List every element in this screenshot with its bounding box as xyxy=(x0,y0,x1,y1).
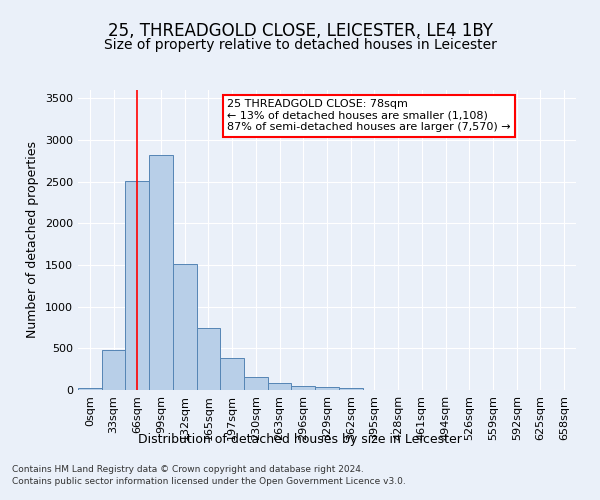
Text: 25 THREADGOLD CLOSE: 78sqm
← 13% of detached houses are smaller (1,108)
87% of s: 25 THREADGOLD CLOSE: 78sqm ← 13% of deta… xyxy=(227,99,511,132)
Text: Contains public sector information licensed under the Open Government Licence v3: Contains public sector information licen… xyxy=(12,477,406,486)
Bar xyxy=(125,181,149,390)
Text: Distribution of detached houses by size in Leicester: Distribution of detached houses by size … xyxy=(138,432,462,446)
Text: Size of property relative to detached houses in Leicester: Size of property relative to detached ho… xyxy=(104,38,496,52)
Bar xyxy=(315,386,339,390)
Text: 25, THREADGOLD CLOSE, LEICESTER, LE4 1BY: 25, THREADGOLD CLOSE, LEICESTER, LE4 1BY xyxy=(107,22,493,40)
Bar xyxy=(197,328,220,390)
Bar xyxy=(292,386,315,390)
Text: Contains HM Land Registry data © Crown copyright and database right 2024.: Contains HM Land Registry data © Crown c… xyxy=(12,466,364,474)
Bar xyxy=(173,264,197,390)
Bar xyxy=(268,384,292,390)
Bar xyxy=(102,350,125,390)
Bar xyxy=(78,388,102,390)
Bar xyxy=(220,358,244,390)
Bar xyxy=(244,376,268,390)
Y-axis label: Number of detached properties: Number of detached properties xyxy=(26,142,40,338)
Bar xyxy=(149,155,173,390)
Bar xyxy=(339,388,362,390)
